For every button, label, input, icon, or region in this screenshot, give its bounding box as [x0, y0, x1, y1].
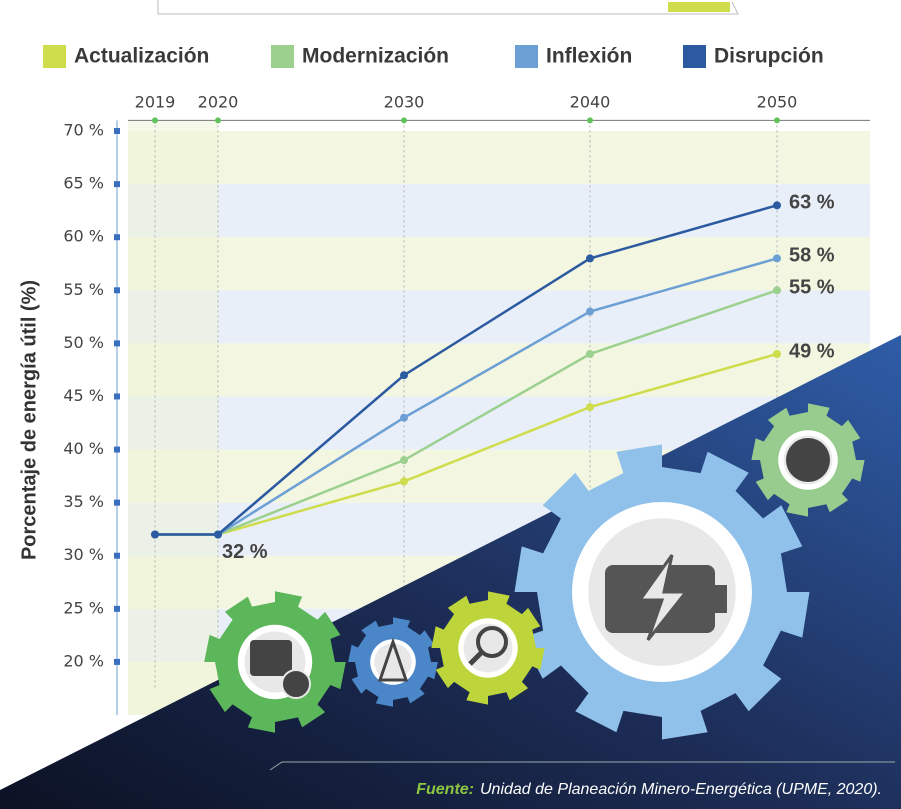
battery-tip [715, 585, 727, 613]
y-tick [114, 447, 120, 453]
top-accent [668, 2, 730, 12]
point [151, 530, 159, 538]
x-tick-dot [401, 117, 407, 123]
top-frame [158, 0, 738, 14]
x-tick-label: 2040 [570, 93, 611, 112]
legend-label: Actualización [74, 45, 209, 68]
point [586, 403, 594, 411]
source-text: Unidad de Planeación Minero-Energética (… [480, 781, 882, 798]
value-label: 49 % [789, 340, 835, 362]
x-tick-dot [215, 117, 221, 123]
y-tick-label: 20 % [63, 651, 104, 670]
y-tick [114, 553, 120, 559]
legend-label: Disrupción [714, 45, 824, 68]
source: Fuente: Unidad de Planeación Minero-Energ… [416, 781, 882, 798]
y-tick-label: 65 % [63, 174, 104, 193]
legend-label: Inflexión [546, 45, 632, 68]
point [586, 350, 594, 358]
point [400, 456, 408, 464]
x-tick-dot [152, 117, 158, 123]
chart: Actualización Modernización Inflexión Disru… [0, 0, 901, 809]
x-tick-label: 2050 [757, 93, 798, 112]
y-tick-label: 70 % [63, 121, 104, 140]
legend-swatch [515, 45, 538, 68]
y-tick-label: 35 % [63, 492, 104, 511]
y-tick [114, 340, 120, 346]
point [773, 201, 781, 209]
y-tick-label: 30 % [63, 545, 104, 564]
point [773, 254, 781, 262]
x-tick-label: 2020 [198, 93, 239, 112]
value-label: 58 % [789, 245, 835, 267]
legend-swatch [683, 45, 706, 68]
x-tick-label: 2030 [384, 93, 425, 112]
point [214, 530, 222, 538]
value-label: 63 % [789, 192, 835, 214]
point [773, 286, 781, 294]
point [400, 414, 408, 422]
point [400, 477, 408, 485]
point [586, 308, 594, 316]
y-tick [114, 128, 120, 134]
y-tick [114, 500, 120, 506]
band [128, 343, 870, 396]
gear-core [374, 643, 411, 680]
x-tick-label: 2019 [135, 93, 176, 112]
y-tick-label: 60 % [63, 227, 104, 246]
x-tick-dot [774, 117, 780, 123]
y-axis-title: Porcentaje de energía útil (%) [18, 280, 40, 560]
band [128, 131, 870, 184]
legend-swatch [43, 45, 66, 68]
x-tick-dot [587, 117, 593, 123]
clock [282, 670, 310, 698]
y-tick [114, 181, 120, 187]
y-tick [114, 659, 120, 665]
y-tick-label: 55 % [63, 280, 104, 299]
y-tick-label: 45 % [63, 386, 104, 405]
y-tick [114, 393, 120, 399]
y-tick [114, 287, 120, 293]
value-label: 55 % [789, 277, 835, 299]
band-left [128, 120, 218, 715]
value-label: 32 % [222, 541, 268, 563]
y-tick [114, 606, 120, 612]
calendar [250, 640, 292, 676]
info [786, 438, 830, 482]
y-tick [114, 234, 120, 240]
legend-swatch [271, 45, 294, 68]
y-tick-label: 50 % [63, 333, 104, 352]
source-label: Fuente: [416, 781, 474, 798]
legend-label: Modernización [302, 45, 449, 68]
point [586, 254, 594, 262]
y-tick-label: 25 % [63, 598, 104, 617]
point [773, 350, 781, 358]
y-tick-label: 40 % [63, 439, 104, 458]
point [400, 371, 408, 379]
